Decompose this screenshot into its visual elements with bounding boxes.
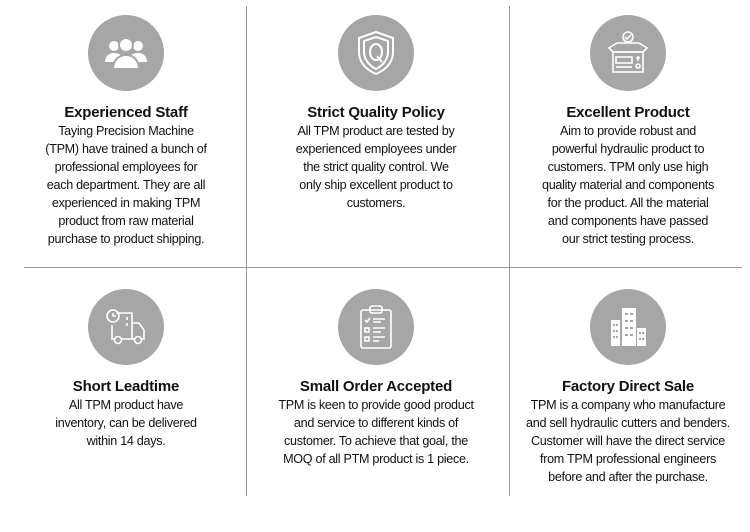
- feature-card: Excellent Product Aim to provide robust a…: [503, 15, 750, 248]
- feature-title: Strict Quality Policy: [307, 104, 445, 121]
- feature-description-line: TPM is a company who manufacture: [530, 398, 726, 412]
- feature-description-line: purchase to product shipping.: [47, 232, 205, 246]
- feature-title: Experienced Staff: [64, 104, 188, 121]
- feature-description-line: from TPM professional engineers: [540, 452, 716, 466]
- feature-card: Strict Quality Policy All TPM product are…: [251, 15, 501, 212]
- feature-description-line: quality material and components: [541, 178, 714, 192]
- feature-description-line: All TPM product have: [68, 398, 184, 412]
- feature-card: Short Leadtime All TPM product have invent…: [1, 289, 251, 450]
- feature-description-line: Aim to provide robust and: [559, 124, 696, 138]
- feature-description-line: Customer will have the direct service: [531, 434, 725, 448]
- column-divider: [509, 6, 510, 496]
- feature-description-line: and components have passed: [547, 214, 709, 228]
- feature-description-line: professional employees for: [54, 160, 198, 174]
- feature-description-line: MOQ of all PTM product is 1 piece.: [283, 452, 469, 466]
- feature-description-line: and sell hydraulic cutters and benders.: [526, 416, 730, 430]
- feature-title: Short Leadtime: [72, 378, 180, 395]
- delivery-truck-clock-icon: [88, 289, 164, 365]
- feature-description-line: the strict quality control. We: [303, 160, 449, 174]
- feature-card: Small Order Accepted TPM is keen to provi…: [251, 289, 501, 468]
- feature-title: Factory Direct Sale: [561, 378, 695, 395]
- feature-description-line: customers. TPM only use high: [547, 160, 709, 174]
- feature-title: Excellent Product: [566, 104, 690, 121]
- feature-description-line: each department. They are all: [46, 178, 206, 192]
- clipboard-checklist-icon: [338, 289, 414, 365]
- feature-description-line: customer. To achieve that goal, the: [284, 434, 468, 448]
- feature-card: Experienced Staff Taying Precision Machin…: [1, 15, 251, 248]
- feature-card: Factory Direct Sale TPM is a company who …: [503, 289, 750, 486]
- feature-description-line: experienced in making TPM: [51, 196, 201, 210]
- column-divider: [246, 6, 247, 496]
- feature-title: Small Order Accepted: [299, 378, 453, 395]
- factory-building-icon: [590, 289, 666, 365]
- shield-q-icon: [338, 15, 414, 91]
- open-box-check-icon: [590, 15, 666, 91]
- row-divider: [24, 267, 742, 268]
- feature-description-line: (TPM) have trained a bunch of: [45, 142, 207, 156]
- feature-description-line: before and after the purchase.: [548, 470, 708, 484]
- feature-description-line: All TPM product are tested by: [297, 124, 455, 138]
- feature-description-line: TPM is keen to provide good product: [278, 398, 474, 412]
- feature-description-line: inventory, can be delivered: [55, 416, 197, 430]
- people-group-icon: [88, 15, 164, 91]
- feature-description-line: Taying Precision Machine: [58, 124, 194, 138]
- feature-description-line: our strict testing process.: [562, 232, 694, 246]
- feature-description-line: experienced employees under: [295, 142, 457, 156]
- feature-description-line: within 14 days.: [86, 434, 166, 448]
- feature-description-line: and service to different kinds of: [293, 416, 459, 430]
- feature-description-line: powerful hydraulic product to: [551, 142, 705, 156]
- feature-description-line: only ship excellent product to: [299, 178, 453, 192]
- feature-description-line: for the product. All the material: [547, 196, 709, 210]
- feature-description-line: customers.: [346, 196, 406, 210]
- feature-description-line: product from raw material: [58, 214, 194, 228]
